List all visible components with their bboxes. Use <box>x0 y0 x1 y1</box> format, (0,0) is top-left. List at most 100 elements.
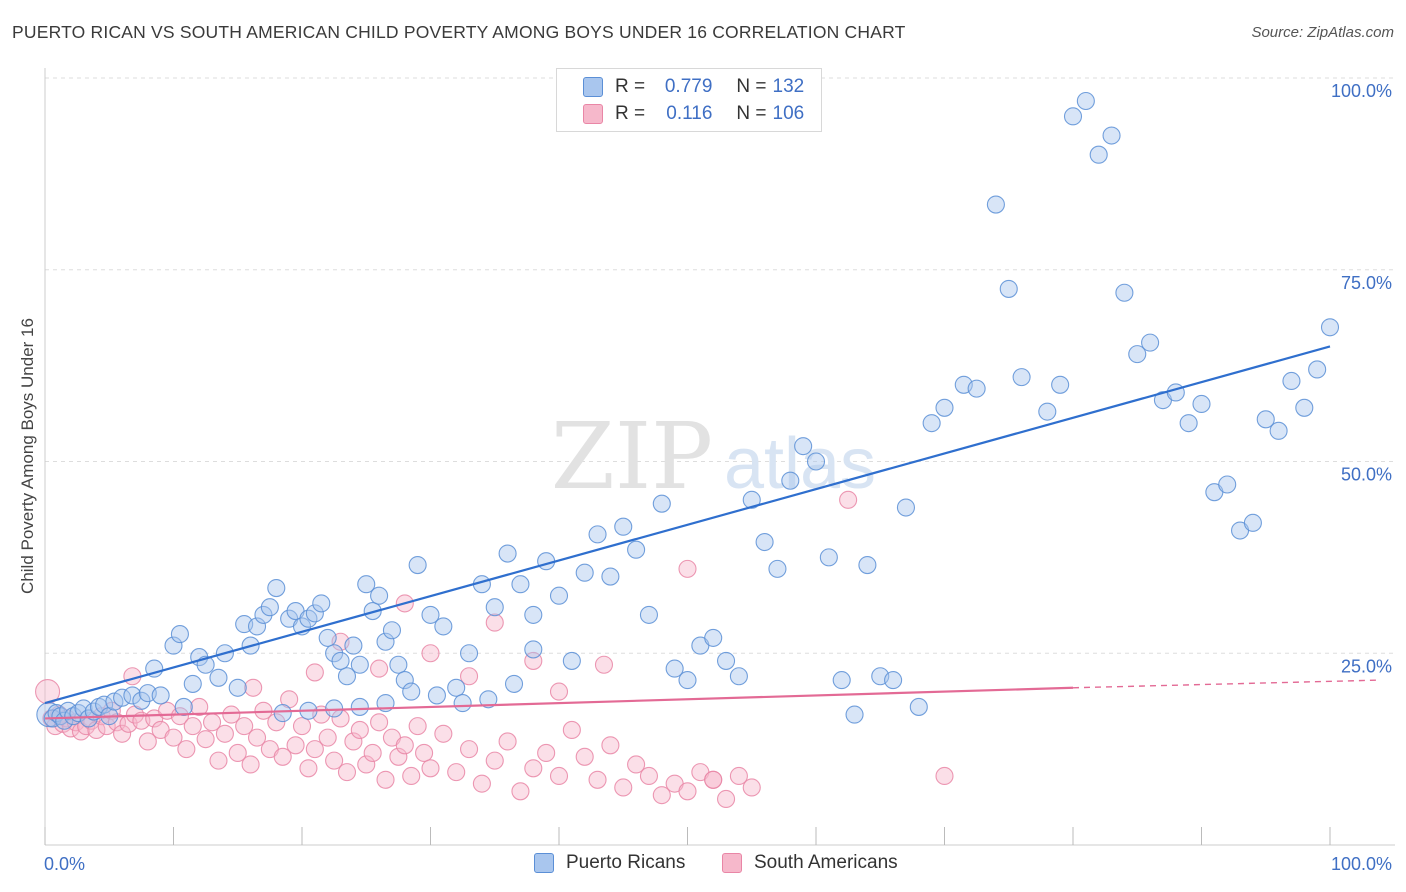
puerto-ricans-point <box>260 598 279 617</box>
puerto-ricans-point <box>1320 318 1340 337</box>
n-label: N = <box>736 103 767 124</box>
puerto-ricans-point <box>325 644 344 663</box>
puerto-ricans-point <box>967 379 986 398</box>
south-americans-point <box>935 766 954 786</box>
puerto-ricans-point <box>344 636 363 655</box>
puerto-ricans-point <box>922 414 941 433</box>
puerto-ricans-point <box>704 628 723 647</box>
south-americans-point <box>190 697 209 716</box>
puerto-ricans-point <box>305 604 324 623</box>
puerto-ricans-point <box>524 605 543 624</box>
puerto-ricans-point <box>1282 371 1301 391</box>
puerto-ricans-point <box>402 682 421 701</box>
puerto-ricans-point <box>537 552 556 571</box>
puerto-ricans-point <box>1063 107 1083 126</box>
south-americans-points <box>35 490 954 809</box>
south-americans-point <box>588 770 607 789</box>
puerto-ricans-point <box>794 437 813 456</box>
south-americans-point <box>389 747 408 766</box>
puerto-ricans-point <box>755 532 774 552</box>
puerto-ricans-point <box>421 605 440 624</box>
south-americans-point <box>537 743 556 763</box>
south-americans-point <box>511 782 530 801</box>
puerto-ricans-point <box>1192 394 1211 414</box>
south-americans-point <box>177 740 196 759</box>
y-tick-labels: 25.0% 50.0% 75.0% 100.0% <box>1331 81 1392 676</box>
puerto-ricans-point <box>588 525 607 544</box>
puerto-ricans-point <box>370 586 389 605</box>
south-americans-point <box>402 766 421 786</box>
puerto-ricans-point <box>1256 410 1275 429</box>
south-americans-point <box>183 717 202 736</box>
r-value-puerto-ricans: 0.779 <box>664 76 713 97</box>
puerto-ricans-point <box>350 655 369 674</box>
south-americans-point <box>594 655 614 674</box>
puerto-ricans-point <box>627 540 646 559</box>
puerto-ricans-point <box>1128 345 1147 364</box>
south-americans-point <box>318 728 337 747</box>
y-tick-label: 25.0% <box>1341 656 1392 676</box>
puerto-ricans-point <box>427 686 446 705</box>
south-americans-point <box>209 751 228 770</box>
puerto-ricans-point <box>781 471 800 490</box>
puerto-ricans-point <box>1089 145 1108 164</box>
puerto-ricans-point <box>395 671 414 690</box>
south-americans-point <box>485 613 504 632</box>
puerto-ricans-point <box>64 707 83 726</box>
puerto-ricans-point <box>665 659 684 678</box>
puerto-ricans-point <box>884 671 903 690</box>
south-americans-point <box>337 763 357 782</box>
n-label: N = <box>736 76 767 97</box>
puerto-ricans-point <box>1038 402 1057 421</box>
south-americans-point <box>35 679 61 705</box>
puerto-ricans-point <box>729 667 748 686</box>
puerto-ricans-point <box>459 644 479 663</box>
south-americans-point <box>370 713 389 732</box>
puerto-ricans-point <box>209 668 228 687</box>
puerto-ricans-point <box>357 575 376 594</box>
legend-item-puerto-ricans[interactable]: Puerto Ricans <box>534 852 685 874</box>
puerto-ricans-point <box>479 690 498 709</box>
south-americans-point <box>498 732 517 751</box>
puerto-ricans-point <box>55 711 74 730</box>
puerto-ricans-point <box>183 674 202 693</box>
south-americans-point <box>228 743 247 763</box>
puerto-ricans-point <box>678 671 697 690</box>
south-americans-point <box>729 766 748 786</box>
watermark-atlas: atlas <box>724 424 876 504</box>
puerto-ricans-point <box>858 555 877 575</box>
puerto-ricans-point <box>504 674 524 693</box>
south-americans-point <box>113 724 132 743</box>
chart-title: PUERTO RICAN VS SOUTH AMERICAN CHILD POV… <box>12 22 906 42</box>
puerto-ricans-point <box>434 617 453 636</box>
puerto-ricans-point <box>382 621 402 640</box>
south-americans-point <box>395 736 414 755</box>
puerto-ricans-point <box>247 617 267 636</box>
legend-item-south-americans[interactable]: South Americans <box>722 852 898 874</box>
puerto-ricans-point <box>999 279 1018 298</box>
south-americans-point <box>447 763 466 782</box>
watermark-zip: ZIP <box>551 403 713 510</box>
south-americans-point <box>247 728 267 747</box>
south-americans-point <box>575 747 594 766</box>
puerto-ricans-point <box>1076 91 1095 111</box>
south-americans-point <box>215 724 234 743</box>
south-americans-point <box>562 720 581 740</box>
puerto-ricans-point <box>254 605 273 624</box>
south-americans-point <box>170 707 189 726</box>
south-americans-point <box>370 659 389 678</box>
puerto-ricans-point <box>511 575 530 594</box>
puerto-ricans-point <box>228 678 247 697</box>
south-americans-point <box>485 751 504 770</box>
south-americans-trend-line <box>44 686 1074 720</box>
south-americans-point <box>678 782 697 801</box>
puerto-ricans-point <box>1179 414 1198 433</box>
legend-row-south-americans: R = 0.116 N = 106 <box>583 102 804 126</box>
stats-legend: R = 0.779 N = 132 R = 0.116 N = 106 <box>556 68 822 132</box>
puerto-ricans-point <box>1218 475 1237 494</box>
south-americans-point <box>350 720 369 740</box>
south-americans-swatch <box>722 853 742 873</box>
legend-label-south-americans: South Americans <box>754 852 898 873</box>
puerto-ricans-point <box>935 398 954 417</box>
